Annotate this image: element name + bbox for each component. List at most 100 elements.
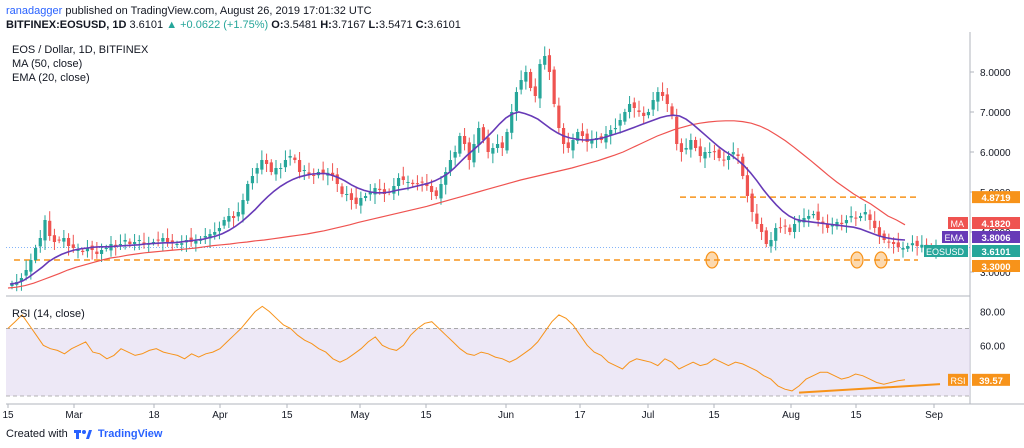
candle <box>660 92 665 96</box>
candle <box>689 140 693 150</box>
candle <box>425 183 429 186</box>
candle <box>491 148 495 154</box>
candle <box>632 102 636 108</box>
rsi-band <box>6 328 970 396</box>
time-tick-label: Apr <box>212 410 228 421</box>
candle <box>99 250 104 254</box>
candle <box>538 64 542 99</box>
candle <box>137 240 141 241</box>
candle <box>208 234 212 239</box>
candle <box>293 157 297 160</box>
candle <box>472 144 476 163</box>
candle <box>868 214 872 220</box>
level-tag-bg <box>972 191 1020 204</box>
candle <box>816 211 820 220</box>
candle <box>708 152 712 153</box>
price-tick-label: 6.0000 <box>980 148 1011 159</box>
candle <box>203 236 207 238</box>
time-tick-label: Jul <box>642 410 655 421</box>
symbol-header: BITFINEX:EOSUSD, 1D 3.6101 ▲ +0.0622 (+1… <box>6 18 461 32</box>
candle <box>165 238 170 242</box>
candle <box>712 151 717 153</box>
candle <box>623 112 627 122</box>
candle <box>858 216 863 218</box>
candle <box>255 168 259 174</box>
price-tag-name: EMA <box>944 233 964 243</box>
candle <box>246 184 250 201</box>
candle <box>891 242 896 244</box>
candle <box>62 238 66 242</box>
candle <box>123 240 127 242</box>
candle <box>792 224 797 232</box>
time-tick-label: Sep <box>925 410 943 421</box>
candle <box>783 225 787 227</box>
publish-header: ranadagger published on TradingView.com,… <box>6 4 372 18</box>
candle <box>330 172 335 176</box>
candle <box>170 240 174 242</box>
candle <box>95 251 99 254</box>
candle <box>656 92 660 102</box>
author-link[interactable]: ranadagger <box>6 5 63 17</box>
open-label: O: <box>271 19 284 31</box>
candle <box>104 248 108 249</box>
close-label: C: <box>415 19 428 31</box>
ma-legend[interactable]: MA (50, close) <box>12 58 83 70</box>
candle <box>769 240 773 247</box>
candle <box>500 142 504 148</box>
candle <box>590 140 594 144</box>
candle <box>684 148 688 150</box>
price-tag-value: 3.8006 <box>981 233 1010 244</box>
candle <box>335 174 339 184</box>
candle <box>552 69 556 104</box>
candle <box>486 137 490 152</box>
candle <box>703 152 707 159</box>
price-tick-label: 7.0000 <box>980 108 1011 119</box>
candle <box>670 106 674 116</box>
candle <box>877 227 882 236</box>
candle <box>194 240 198 244</box>
candle <box>264 160 269 164</box>
candle <box>533 86 537 96</box>
candle <box>462 136 467 144</box>
tradingview-brand[interactable]: TradingView <box>97 428 163 440</box>
candle <box>151 242 156 243</box>
price-tag-name-bg <box>948 217 968 229</box>
rsi-legend[interactable]: RSI (14, close) <box>12 308 85 320</box>
candle <box>481 127 486 140</box>
candle <box>642 112 646 116</box>
time-tick-label: Jun <box>498 410 514 421</box>
candle <box>175 244 179 245</box>
candle <box>651 100 655 110</box>
candle <box>382 189 387 194</box>
candle <box>477 128 481 145</box>
high-value: 3.7167 <box>331 19 366 31</box>
candle <box>142 242 146 244</box>
candle <box>557 105 561 128</box>
price-tag-bg <box>972 260 1020 272</box>
ema-legend[interactable]: EMA (20, close) <box>12 72 90 84</box>
candle <box>66 238 71 246</box>
time-tick-label: 15 <box>708 410 720 421</box>
price-tick-label: 3.0000 <box>980 268 1011 279</box>
candle <box>429 186 434 192</box>
rsi-tick-label: 60.00 <box>980 341 1005 352</box>
candle <box>910 243 915 246</box>
candle <box>717 149 721 158</box>
candle <box>434 190 438 196</box>
candle <box>788 227 792 232</box>
footer: Created with TradingView <box>6 428 162 440</box>
candle <box>646 112 651 116</box>
candle <box>231 216 236 218</box>
rsi-tag-name: RSI <box>950 376 965 386</box>
candle <box>10 284 14 286</box>
candle <box>543 56 547 65</box>
candle <box>774 228 778 241</box>
candle <box>29 260 33 272</box>
rsi-trendline <box>798 383 941 394</box>
candle <box>778 227 783 229</box>
support-touch-marker <box>874 251 888 269</box>
price-tag-value: 3.6101 <box>981 247 1011 258</box>
candle <box>524 72 528 82</box>
candle <box>307 172 311 174</box>
